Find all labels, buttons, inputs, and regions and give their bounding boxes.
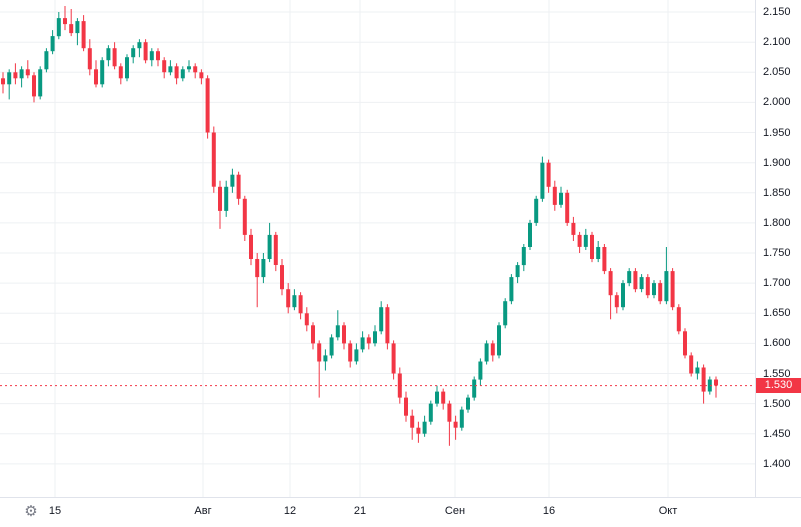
price-tick-label: 1.500 (763, 397, 791, 410)
price-tick-label: 1.850 (763, 186, 791, 199)
price-tick-label: 1.800 (763, 216, 791, 229)
price-tick-label: 2.000 (763, 96, 791, 109)
settings-gear-icon[interactable]: ⚙ (24, 503, 38, 520)
time-tick-label: 15 (48, 505, 62, 517)
time-axis[interactable]: ⚙ 15 Авг 12 21 Сен 16 Окт (0, 497, 801, 527)
price-tick-label: 2.100 (763, 36, 791, 49)
time-tick-label: 16 (542, 505, 556, 517)
plot-area[interactable] (0, 0, 755, 497)
price-tick-label: 1.550 (763, 367, 791, 380)
time-tick-label: 21 (353, 505, 367, 517)
price-tick-label: 1.900 (763, 156, 791, 169)
price-axis[interactable]: 2.150 2.100 2.050 2.000 1.950 1.900 1.850 1.800… (755, 0, 801, 497)
time-tick-label: Окт (658, 505, 678, 517)
time-tick-label: 12 (283, 505, 297, 517)
time-tick-label: Авг (194, 505, 212, 517)
last-price-label: 1.530 (756, 378, 801, 394)
price-tick-label: 1.950 (763, 126, 791, 139)
price-tick-label: 1.450 (763, 427, 791, 440)
price-tick-label: 1.750 (763, 247, 791, 260)
price-tick-label: 2.050 (763, 66, 791, 79)
price-tick-label: 1.400 (763, 457, 791, 470)
price-tick-label: 1.700 (763, 277, 791, 290)
time-tick-label: Сен (444, 505, 466, 517)
price-tick-label: 1.600 (763, 337, 791, 350)
price-tick-label: 1.650 (763, 307, 791, 320)
price-tick-label: 2.150 (763, 6, 791, 19)
